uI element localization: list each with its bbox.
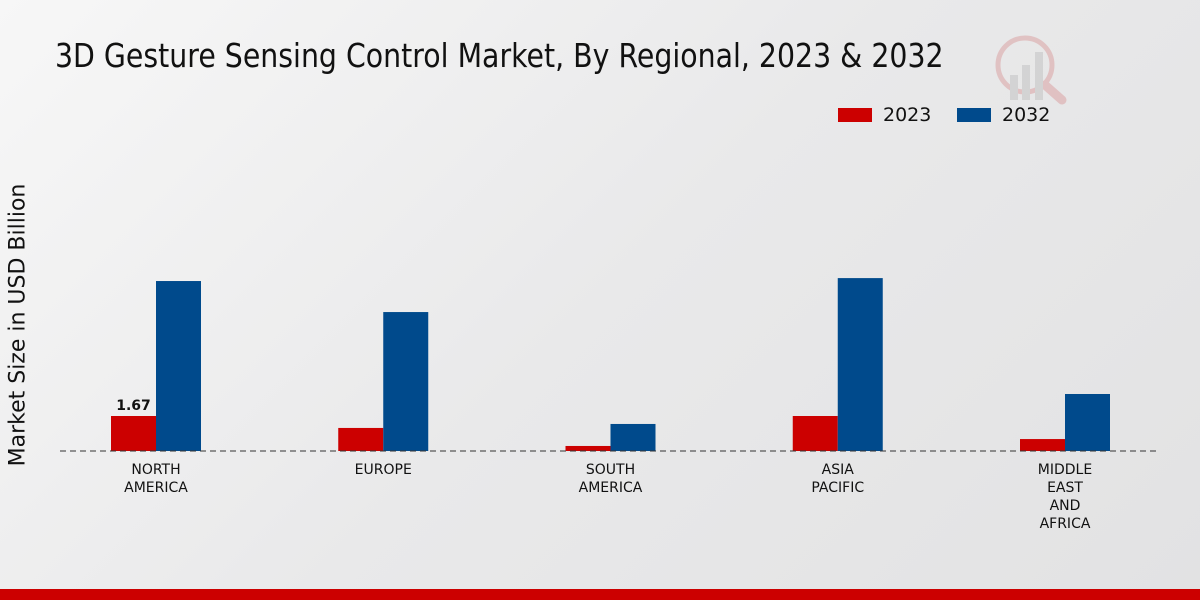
legend-label-2032: 2032 [1002,104,1051,126]
x-tick-label: ASIA PACIFIC [811,462,864,496]
x-tick-label: EUROPE [355,462,412,478]
bar-2032-europe [383,312,429,451]
legend-item-2023: 2023 [838,104,931,126]
bottom-accent-bar [0,589,1200,600]
bar-2023-europe [338,427,384,451]
watermark-logo-icon [995,35,1067,105]
bar-2023-south-america [565,445,611,451]
x-tick-label: NORTH AMERICA [124,462,188,496]
x-tick-label: SOUTH AMERICA [579,462,643,496]
legend-item-2032: 2032 [957,104,1050,126]
bar-2023-north-america [111,416,156,451]
chart-title: 3D Gesture Sensing Control Market, By Re… [55,36,944,75]
legend-label-2023: 2023 [883,104,932,126]
bar-2023-middle-east-and-africa [1020,439,1065,451]
data-label: 1.67 [116,398,151,414]
legend-swatch-2023 [838,108,872,122]
bar-2032-north-america [156,281,201,451]
bar-2032-south-america [610,423,656,451]
bar-2032-asia-pacific [837,278,883,451]
x-tick-label: MIDDLE EAST AND AFRICA [1038,462,1092,532]
bar-2023-asia-pacific [792,416,838,451]
legend-swatch-2032 [957,108,991,122]
bar-2032-middle-east-and-africa [1065,393,1110,451]
